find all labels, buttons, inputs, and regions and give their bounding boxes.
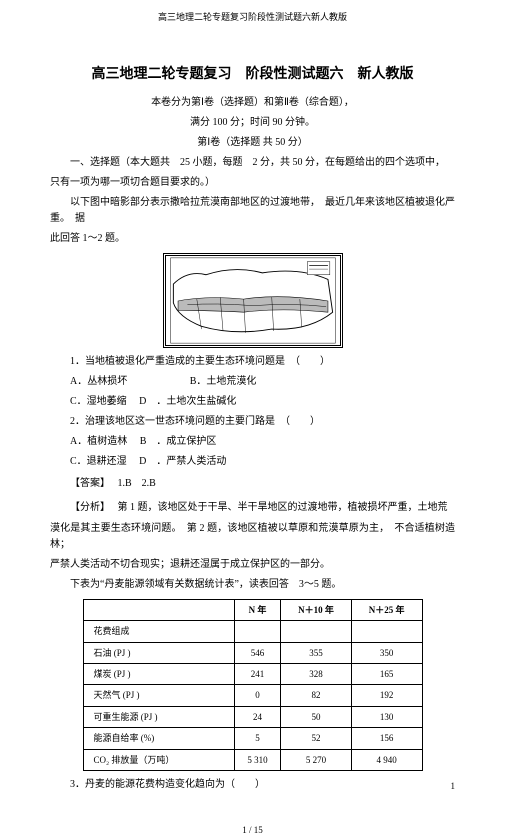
cell: 5 xyxy=(234,728,280,749)
cell: 4 940 xyxy=(351,749,422,770)
cell: 350 xyxy=(351,642,422,663)
q1-stem: 1．当地植被退化严重造成的主要生态环境问题是 （ ） xyxy=(50,354,455,370)
analysis-label: 【分析】 xyxy=(70,502,105,513)
page-number-small: 1 xyxy=(451,779,456,793)
th-2: N＋10 年 xyxy=(281,599,352,620)
cell: 石油 (PJ ) xyxy=(83,642,234,663)
cell: 52 xyxy=(281,728,352,749)
cell: 50 xyxy=(281,706,352,727)
q3-text: 3．丹麦的能源花费构造变化趋向为 xyxy=(70,779,225,790)
cell: 天然气 (PJ ) xyxy=(83,685,234,706)
cell xyxy=(234,621,280,642)
cell: 花费组成 xyxy=(83,621,234,642)
q1-opt-d: D ．土地次生盐碱化 xyxy=(139,396,236,407)
data-table: N 年 N＋10 年 N＋25 年 花费组成 石油 (PJ ) 546 355 … xyxy=(83,599,423,771)
table-row: 可重生能源 (PJ ) 24 50 130 xyxy=(83,706,422,727)
q2-opt-c: C．退耕还湿 xyxy=(70,456,127,467)
cell: 82 xyxy=(281,685,352,706)
answer-block: 【答案】 1.B 2.B xyxy=(50,476,455,492)
cell: 5 310 xyxy=(234,749,280,770)
cell xyxy=(281,621,352,642)
table-row: 石油 (PJ ) 546 355 350 xyxy=(83,642,422,663)
q1-opt-a: A．丛林损坏 xyxy=(70,376,127,387)
q-intro-1: 以下图中暗影部分表示撒哈拉荒漠南部地区的过渡地带， 最近几年来该地区植被退化严重… xyxy=(50,195,455,227)
table-row: CO₂ 排放量（万吨） 5 310 5 270 4 940 xyxy=(83,749,422,770)
q2-opt-d: D ．严禁人类活动 xyxy=(139,456,226,467)
table-row: 能源自给率 (%) 5 52 156 xyxy=(83,728,422,749)
cell: 130 xyxy=(351,706,422,727)
section-1-head: 一、选择题（本大题共 25 小题，每题 2 分，共 50 分，在每题给出的四个选… xyxy=(50,155,455,171)
section-1-head-b: 只有一项为哪一项切合题目要求的。） xyxy=(50,175,455,191)
th-1: N 年 xyxy=(234,599,280,620)
doc-title: 高三地理二轮专题复习 阶段性测试题六 新人教版 xyxy=(50,64,455,86)
cell: 可重生能源 (PJ ) xyxy=(83,706,234,727)
answer-label: 【答案】 xyxy=(70,478,105,489)
analysis-text-1: 第 1 题，该地区处于干旱、半干旱地区的过渡地带，植被损坏严重，土地荒 xyxy=(118,502,448,513)
q2-opt-a: A．植树造林 xyxy=(70,436,127,447)
q2-opt-b: B ．成立保护区 xyxy=(140,436,217,447)
cell xyxy=(351,621,422,642)
table-row: 煤炭 (PJ ) 241 328 165 xyxy=(83,663,422,684)
q1-opts-row2: C．湿地萎缩 D ．土地次生盐碱化 xyxy=(50,394,455,410)
table-row: 天然气 (PJ ) 0 82 192 xyxy=(83,685,422,706)
cell: 241 xyxy=(234,663,280,684)
q1-opt-b: B．土地荒漠化 xyxy=(190,376,257,387)
cell: 156 xyxy=(351,728,422,749)
cell: CO₂ 排放量（万吨） xyxy=(83,749,234,770)
answer-value: 1.B 2.B xyxy=(118,478,156,489)
running-header: 高三地理二轮专题复习阶段性测试题六新人教版 xyxy=(50,10,455,24)
q1-opts-row1: A．丛林损坏 B．土地荒漠化 xyxy=(50,374,455,390)
cell: 546 xyxy=(234,642,280,663)
q2-stem: 2．治理该地区这一世态环境问题的主要门路是 （ ） xyxy=(50,414,455,430)
cell: 能源自给率 (%) xyxy=(83,728,234,749)
cell: 192 xyxy=(351,685,422,706)
q1-opt-c: C．湿地萎缩 xyxy=(70,396,127,407)
cell: 5 270 xyxy=(281,749,352,770)
table-header-row: N 年 N＋10 年 N＋25 年 xyxy=(83,599,422,620)
subtitle-2: 满分 100 分；时间 90 分钟。 xyxy=(50,115,455,131)
map-figure xyxy=(163,253,343,348)
cell: 24 xyxy=(234,706,280,727)
q2-opts-row2: C．退耕还湿 D ．严禁人类活动 xyxy=(50,454,455,470)
q-intro-1b: 此回答 1～2 题。 xyxy=(50,231,455,247)
table-row: 花费组成 xyxy=(83,621,422,642)
subtitle-3: 第Ⅰ卷（选择题 共 50 分） xyxy=(50,135,455,151)
subtitle-1: 本卷分为第Ⅰ卷（选择题）和第Ⅱ卷（综合题）， xyxy=(50,95,455,111)
th-3: N＋25 年 xyxy=(351,599,422,620)
cell: 煤炭 (PJ ) xyxy=(83,663,234,684)
page-footer: 1 / 15 xyxy=(0,823,505,837)
analysis-1: 【分析】 第 1 题，该地区处于干旱、半干旱地区的过渡地带，植被损坏严重，土地荒 xyxy=(50,498,455,517)
analysis-3: 严禁人类活动不切合现实；退耕还湿属于成立保护区的一部分。 xyxy=(50,557,455,573)
th-0 xyxy=(83,599,234,620)
table-intro: 下表为“丹麦能源领域有关数据统计表”，读表回答 3～5 题。 xyxy=(50,577,455,593)
q3-stem: 3．丹麦的能源花费构造变化趋向为（ ） xyxy=(50,777,455,793)
cell: 165 xyxy=(351,663,422,684)
cell: 328 xyxy=(281,663,352,684)
analysis-2: 漠化是其主要生态环境问题。 第 2 题，该地区植被以草原和荒漠草原为主， 不合适… xyxy=(50,521,455,553)
cell: 355 xyxy=(281,642,352,663)
cell: 0 xyxy=(234,685,280,706)
q2-opts-row1: A．植树造林 B ．成立保护区 xyxy=(50,434,455,450)
